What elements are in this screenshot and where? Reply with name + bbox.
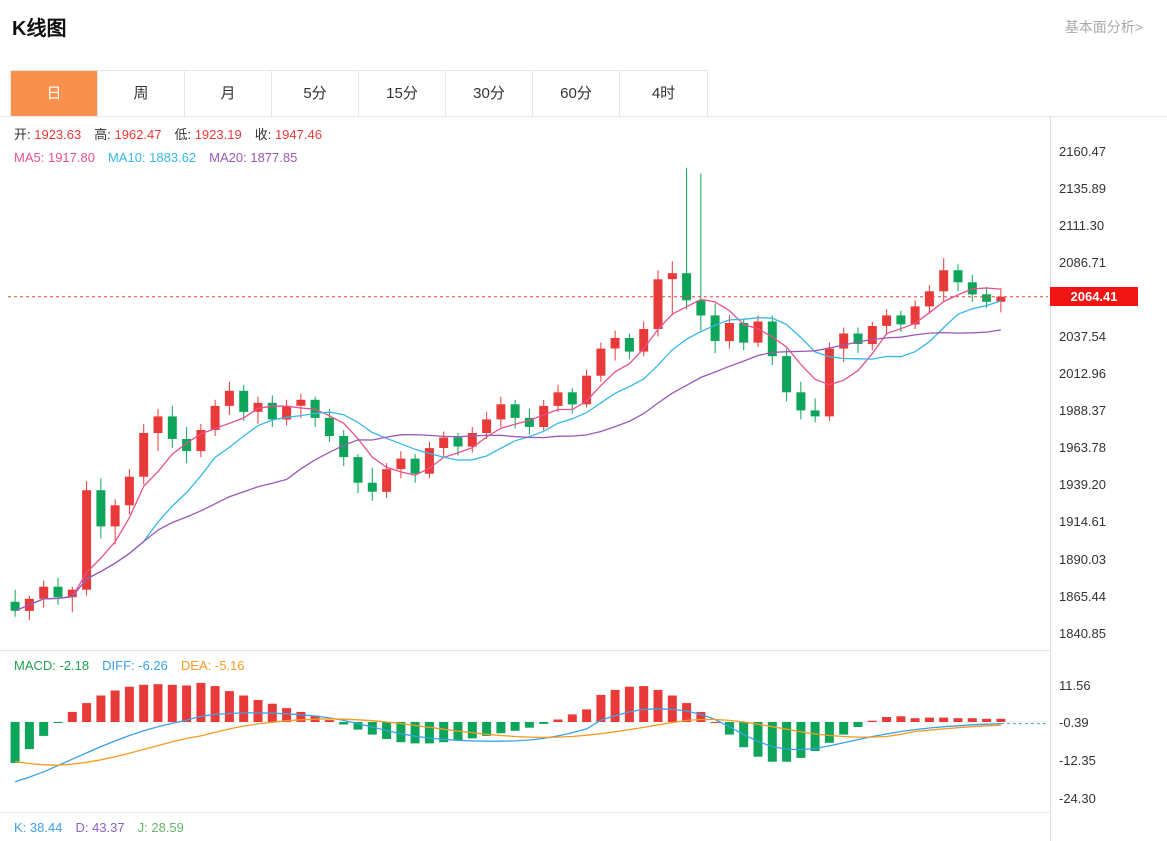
- price-tick: 1865.44: [1059, 589, 1106, 604]
- price-tick: 1963.78: [1059, 440, 1106, 455]
- price-axis-border: [1050, 116, 1051, 841]
- indicator-pair: D: 43.37: [75, 820, 125, 835]
- ma5-line: [14, 287, 1001, 612]
- timeframe-tab-7[interactable]: 4时: [620, 71, 707, 116]
- indicator-pair: 高: 1962.47: [94, 127, 162, 142]
- price-tick: 2037.54: [1059, 329, 1106, 344]
- indicator-pair: K: 38.44: [14, 820, 63, 835]
- ma20-line: [14, 329, 1001, 612]
- diff-line: [14, 708, 1001, 783]
- timeframe-tab-4[interactable]: 15分: [359, 71, 446, 116]
- indicator-pair: MA20: 1877.85: [209, 150, 298, 165]
- timeframe-tab-2[interactable]: 月: [185, 71, 272, 116]
- price-tick: 1890.03: [1059, 552, 1106, 567]
- dea-line: [15, 718, 1001, 766]
- timeframe-tab-6[interactable]: 60分: [533, 71, 620, 116]
- timeframe-tab-5[interactable]: 30分: [446, 71, 533, 116]
- macd-chart[interactable]: [8, 652, 1048, 810]
- macd-row: MACD: -2.18 DIFF: -6.26 DEA: -5.16: [14, 658, 258, 673]
- tabs-bottom-border: [0, 116, 1167, 117]
- macd-bars: [10, 682, 1006, 763]
- macd-svg: [8, 682, 1048, 783]
- ohlc-row: 开: 1923.63 高: 1962.47 低: 1923.19 收: 1947.46: [14, 124, 335, 143]
- timeframe-tabs: 日周月 5分 15分 30分 60分 4时: [10, 70, 708, 117]
- indicator-pair: MACD: -2.18: [14, 658, 90, 673]
- main-macd-divider: [0, 650, 1050, 651]
- indicator-pair: MA10: 1883.62: [107, 150, 197, 165]
- timeframe-tab-3[interactable]: 5分: [272, 71, 359, 116]
- ma10-line: [14, 300, 1002, 612]
- price-tick: 2135.89: [1059, 181, 1106, 196]
- price-tick: 2111.30: [1059, 218, 1105, 233]
- indicator-pair: J: 28.59: [137, 820, 184, 835]
- candlestick-chart[interactable]: [8, 118, 1048, 650]
- timeframe-tab-1[interactable]: 周: [98, 71, 185, 116]
- indicator-pair: MA5: 1917.80: [14, 150, 95, 165]
- price-tick: 2086.71: [1059, 255, 1106, 270]
- macd-axis-tick: 11.56: [1059, 678, 1091, 693]
- price-tick: 1988.37: [1059, 403, 1106, 418]
- fundamental-analysis-link[interactable]: 基本面分析>: [1064, 19, 1143, 35]
- macd-axis-tick: -12.35: [1059, 753, 1096, 768]
- indicator-pair: 收: 1947.46: [254, 127, 322, 142]
- macd-axis-tick: -0.39: [1059, 715, 1089, 730]
- kdj-row: K: 38.44 D: 43.37 J: 28.59: [14, 820, 197, 835]
- page-title: K线图: [12, 18, 67, 40]
- candlestick-svg: [8, 167, 1048, 620]
- current-price-tag: 2064.41: [1050, 287, 1138, 306]
- price-tick: 2012.96: [1059, 366, 1106, 381]
- timeframe-tab-0[interactable]: 日: [11, 71, 98, 116]
- ma-row: MA5: 1917.80 MA10: 1883.62 MA20: 1877.85: [14, 150, 310, 165]
- indicator-pair: 低: 1923.19: [174, 127, 242, 142]
- indicator-pair: DIFF: -6.26: [102, 658, 168, 673]
- price-axis: 2160.47 2135.89 2111.30 2086.71 2037.54 2012.…: [1050, 116, 1167, 841]
- macd-axis-tick: -24.30: [1059, 791, 1096, 806]
- candles-layer: [10, 167, 1006, 620]
- price-tick: 2160.47: [1059, 144, 1106, 159]
- price-tick: 1840.85: [1059, 626, 1106, 641]
- price-tick: 1939.20: [1059, 477, 1106, 492]
- indicator-pair: DEA: -5.16: [180, 658, 245, 673]
- macd-kdj-divider: [0, 812, 1050, 813]
- indicator-pair: 开: 1923.63: [14, 127, 82, 142]
- price-tick: 1914.61: [1059, 514, 1106, 529]
